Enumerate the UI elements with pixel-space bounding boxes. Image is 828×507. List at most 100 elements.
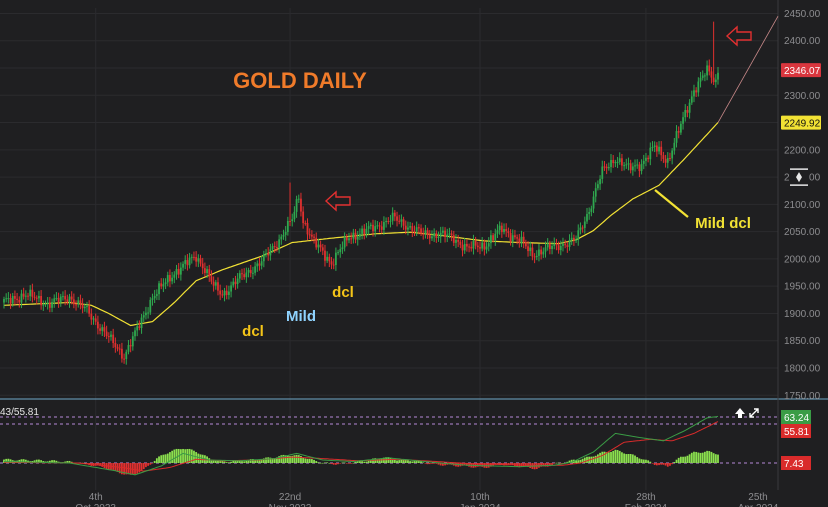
annotation-label: Mild dcl	[695, 215, 751, 232]
candle-body	[625, 164, 628, 166]
macd-histogram-bar	[234, 460, 237, 463]
macd-value-tag	[781, 424, 811, 438]
macd-histogram-bar	[140, 463, 143, 471]
candle-body	[145, 312, 147, 316]
ma-price-tag	[781, 115, 821, 130]
candle-body	[699, 77, 702, 82]
macd-histogram-bar	[40, 460, 43, 463]
macd-histogram-bar	[612, 450, 615, 463]
candle-body	[313, 236, 315, 238]
candle-body	[586, 213, 588, 222]
macd-histogram-bar	[184, 449, 187, 463]
candle-body	[616, 162, 619, 164]
candle-body	[123, 358, 125, 360]
candle-body	[614, 162, 617, 164]
candle-body	[618, 158, 621, 163]
candle-body	[686, 109, 689, 113]
macd-histogram-bar	[295, 454, 298, 463]
price-axis-label: 1750.00	[784, 391, 821, 402]
macd-histogram-bar	[568, 460, 571, 463]
candle-body	[465, 243, 468, 247]
macd-histogram-bar	[199, 454, 202, 463]
macd-histogram-bar	[717, 454, 719, 463]
macd-histogram-bar	[623, 453, 626, 463]
candle-body	[505, 228, 508, 232]
macd-histogram-bar	[605, 452, 608, 463]
candle-body	[693, 90, 695, 97]
candle-body	[147, 312, 150, 314]
macd-histogram-bar	[145, 463, 147, 468]
macd-histogram-bar	[241, 461, 243, 463]
candle-body	[627, 163, 630, 165]
macd-histogram-bar	[53, 460, 56, 463]
candle-body	[485, 246, 488, 250]
candle-body	[555, 243, 558, 245]
macd-histogram-bar	[354, 461, 357, 463]
candle-body	[315, 237, 318, 248]
candle-body	[310, 234, 313, 237]
price-axis-label: 2300.00	[784, 91, 821, 102]
candle-body	[121, 348, 123, 359]
macd-histogram-bar	[507, 463, 510, 465]
candle-body	[193, 256, 195, 258]
macd-histogram-bar	[511, 463, 514, 465]
candle-body	[605, 166, 608, 169]
macd-histogram-bar	[212, 460, 215, 463]
candle-body	[153, 295, 156, 299]
macd-histogram-bar	[649, 461, 652, 463]
arrow-left-outline-icon	[725, 25, 752, 47]
macd-histogram-bar	[99, 463, 101, 466]
macd-histogram-bar	[121, 463, 123, 475]
macd-histogram-bar	[662, 463, 665, 465]
candle-body	[363, 228, 366, 235]
candle-body	[461, 244, 464, 251]
macd-histogram-bar	[597, 454, 599, 463]
candle-body	[35, 297, 38, 299]
macd-histogram-bar	[372, 458, 374, 463]
macd-histogram-bar	[350, 463, 353, 464]
candle-body	[110, 334, 112, 337]
macd-histogram-bar	[131, 463, 134, 475]
candle-body	[166, 275, 169, 283]
candle-body	[714, 79, 717, 83]
candle-body	[398, 220, 401, 222]
candle-body	[186, 260, 189, 266]
candle-body	[284, 231, 287, 235]
candle-body	[328, 256, 331, 262]
time-axis-month: Nov 2023	[269, 503, 312, 507]
macd-histogram-bar	[682, 456, 684, 463]
candle-body	[402, 219, 405, 226]
macd-histogram-bar	[317, 462, 320, 463]
candle-body	[710, 71, 713, 78]
ma-price-value: 2249.92	[784, 119, 821, 130]
macd-histogram-bar	[376, 458, 379, 463]
macd-histogram-bar	[118, 463, 121, 474]
candle-body	[636, 164, 639, 166]
candle-body	[570, 237, 573, 240]
candle-body	[649, 147, 652, 160]
macd-histogram-bar	[252, 459, 254, 463]
candle-body	[533, 256, 536, 258]
candle-body	[289, 220, 291, 222]
macd-histogram-bar	[690, 452, 693, 463]
candle-body	[245, 272, 248, 278]
candle-body	[343, 236, 346, 248]
candle-body	[27, 295, 29, 297]
macd-histogram-bar	[402, 459, 405, 463]
macd-histogram-bar	[638, 458, 641, 463]
macd-histogram-bar	[284, 455, 287, 463]
candle-body	[424, 230, 427, 234]
candle-body	[158, 283, 160, 295]
macd-histogram-bar	[326, 462, 329, 464]
candle-body	[46, 302, 49, 304]
candle-body	[300, 198, 302, 212]
candle-body	[269, 249, 272, 256]
candle-body	[107, 336, 110, 338]
macd-histogram-bar	[345, 463, 348, 464]
candle-body	[673, 142, 676, 151]
macd-histogram-bar	[461, 463, 464, 466]
macd-histogram-bar	[9, 459, 12, 463]
candle-body	[679, 123, 682, 133]
candle-body	[247, 270, 250, 273]
